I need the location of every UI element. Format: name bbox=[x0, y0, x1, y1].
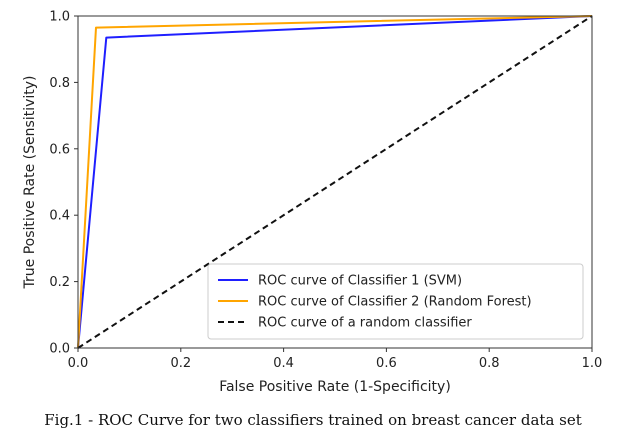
x-tick-label: 1.0 bbox=[582, 356, 603, 371]
x-tick-label: 0.2 bbox=[170, 356, 191, 371]
figure-caption: Fig.1 - ROC Curve for two classifiers tr… bbox=[44, 411, 582, 429]
legend-label-2: ROC curve of Classifier 2 (Random Forest… bbox=[258, 295, 532, 310]
y-tick-label: 0.0 bbox=[49, 342, 70, 357]
y-tick-label: 0.2 bbox=[49, 275, 70, 290]
y-tick-label: 0.6 bbox=[49, 142, 70, 157]
y-tick-label: 0.4 bbox=[49, 209, 70, 224]
x-tick-label: 0.6 bbox=[376, 356, 397, 371]
legend-label-3: ROC curve of a random classifier bbox=[258, 316, 472, 331]
legend-label-1: ROC curve of Classifier 1 (SVM) bbox=[258, 274, 462, 289]
y-tick-label: 0.8 bbox=[49, 76, 70, 91]
plot-area bbox=[77, 15, 593, 349]
x-axis-label: False Positive Rate (1-Specificity) bbox=[219, 379, 451, 395]
y-tick-label: 1.0 bbox=[49, 10, 70, 25]
series-line-2 bbox=[77, 15, 593, 349]
y-axis-label: True Positive Rate (Sensitivity) bbox=[22, 76, 38, 290]
x-tick-label: 0.8 bbox=[479, 356, 500, 371]
axes: 0.0 0.2 0.4 0.6 0.8 1.0 0.0 0.2 0.4 0.6 0.8 1.0 bbox=[49, 10, 602, 372]
plot-frame bbox=[77, 15, 593, 349]
legend-box bbox=[207, 263, 584, 340]
series-line-1 bbox=[77, 15, 593, 349]
legend: ROC curve of Classifier 1 (SVM) ROC curve… bbox=[207, 263, 584, 340]
series-line-3 bbox=[77, 15, 593, 349]
x-tick-label: 0.0 bbox=[68, 356, 89, 371]
x-tick-label: 0.4 bbox=[273, 356, 294, 371]
